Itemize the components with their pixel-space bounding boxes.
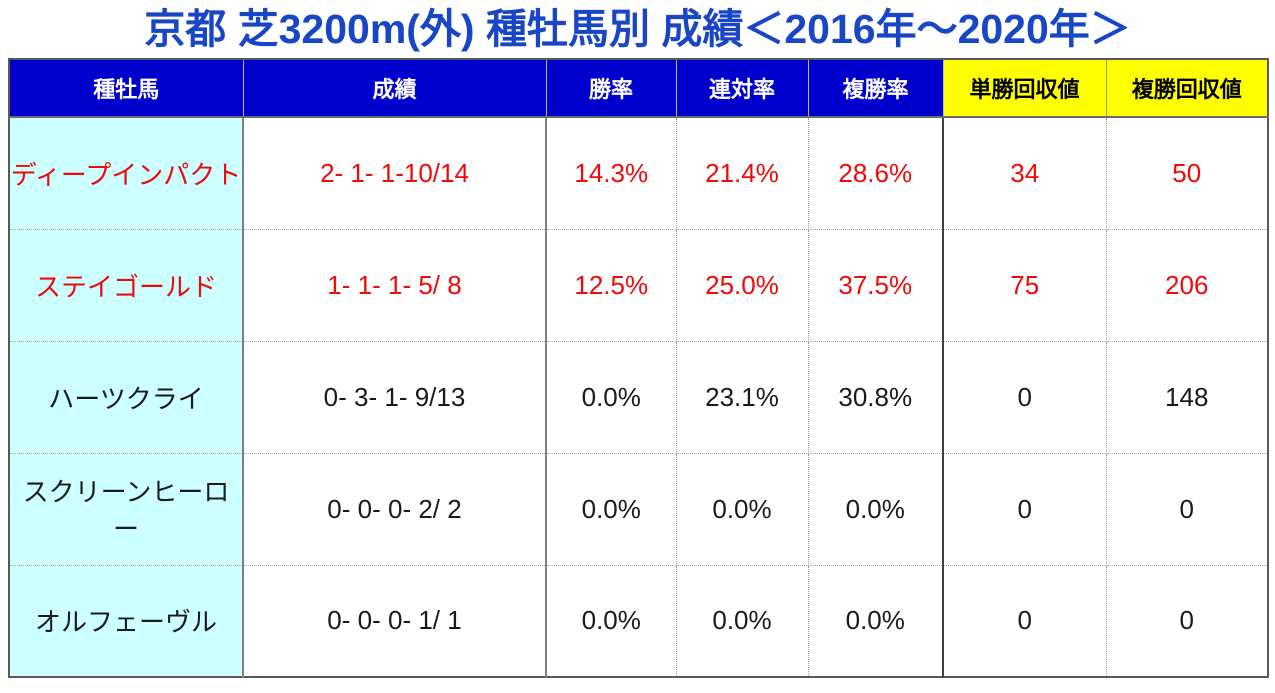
col-header-sire: 種牡馬 <box>9 59 244 118</box>
show-return-cell: 148 <box>1106 341 1268 454</box>
show-return-cell: 50 <box>1106 117 1268 230</box>
exacta-rate-cell: 0.0% <box>676 453 809 566</box>
show-rate-cell: 30.8% <box>808 341 944 454</box>
table-row: ステイゴールド 1- 1- 1- 5/ 8 12.5% 25.0% 37.5% … <box>9 229 1268 342</box>
record-cell: 0- 0- 0- 2/ 2 <box>243 453 547 566</box>
show-return-cell: 0 <box>1106 453 1268 566</box>
exacta-rate-cell: 0.0% <box>676 565 809 677</box>
col-header-record: 成績 <box>243 59 547 118</box>
win-rate-cell: 0.0% <box>546 565 677 677</box>
col-header-show-rate: 複勝率 <box>808 59 944 118</box>
col-header-exacta-rate: 連対率 <box>676 59 809 118</box>
win-return-cell: 75 <box>943 229 1107 342</box>
win-rate-cell: 12.5% <box>546 229 677 342</box>
show-return-cell: 0 <box>1179 605 1194 636</box>
sire-name-cell: スクリーンヒーロー <box>9 453 244 566</box>
sire-name-cell: ステイゴールド <box>9 229 244 342</box>
win-return-cell: 0 <box>943 341 1107 454</box>
exacta-rate-cell: 21.4% <box>676 117 809 230</box>
col-header-show-return: 複勝回収値 <box>1106 59 1268 118</box>
record-cell: 0- 3- 1- 9/13 <box>243 341 547 454</box>
col-header-win-rate: 勝率 <box>546 59 677 118</box>
table-header-row: 種牡馬 成績 勝率 連対率 複勝率 単勝回収値 複勝回収値 <box>9 59 1268 118</box>
exacta-rate-cell: 23.1% <box>676 341 809 454</box>
win-return-cell: 0 <box>943 453 1107 566</box>
show-rate-cell: 0.0% <box>808 565 944 677</box>
table-row: ハーツクライ 0- 3- 1- 9/13 0.0% 23.1% 30.8% 0 … <box>9 341 1268 454</box>
record-cell: 1- 1- 1- 5/ 8 <box>243 229 547 342</box>
sire-stats-table: 種牡馬 成績 勝率 連対率 複勝率 単勝回収値 複勝回収値 ディープインパクト … <box>8 58 1269 678</box>
sire-name-cell: ディープインパクト <box>9 117 244 230</box>
show-rate-cell: 0.0% <box>808 453 944 566</box>
sire-name-cell: オルフェーヴル <box>9 565 244 677</box>
win-rate-cell: 14.3% <box>546 117 677 230</box>
record-cell: 0- 0- 0- 1/ 1 <box>243 565 547 677</box>
record-cell: 2- 1- 1-10/14 <box>243 117 547 230</box>
table-row: ディープインパクト 2- 1- 1-10/14 14.3% 21.4% 28.6… <box>9 117 1268 230</box>
win-return-cell: 34 <box>943 117 1107 230</box>
show-return-cell: 206 <box>1106 229 1268 342</box>
win-rate-cell: 0.0% <box>546 341 677 454</box>
exacta-rate-cell: 25.0% <box>676 229 809 342</box>
table-row: オルフェーヴル 0- 0- 0- 1/ 1 0.0% 0.0% 0.0% 0 0 <box>9 565 1268 677</box>
page-title: 京都 芝3200m(外) 種牡馬別 成績＜2016年～2020年＞ <box>144 6 1131 52</box>
show-rate-cell: 28.6% <box>808 117 944 230</box>
sire-name-cell: ハーツクライ <box>9 341 244 454</box>
show-rate-cell: 37.5% <box>808 229 944 342</box>
win-rate-cell: 0.0% <box>546 453 677 566</box>
win-return-cell: 0 <box>943 565 1107 677</box>
table-row: スクリーンヒーロー 0- 0- 0- 2/ 2 0.0% 0.0% 0.0% 0… <box>9 453 1268 566</box>
col-header-win-return: 単勝回収値 <box>943 59 1107 118</box>
